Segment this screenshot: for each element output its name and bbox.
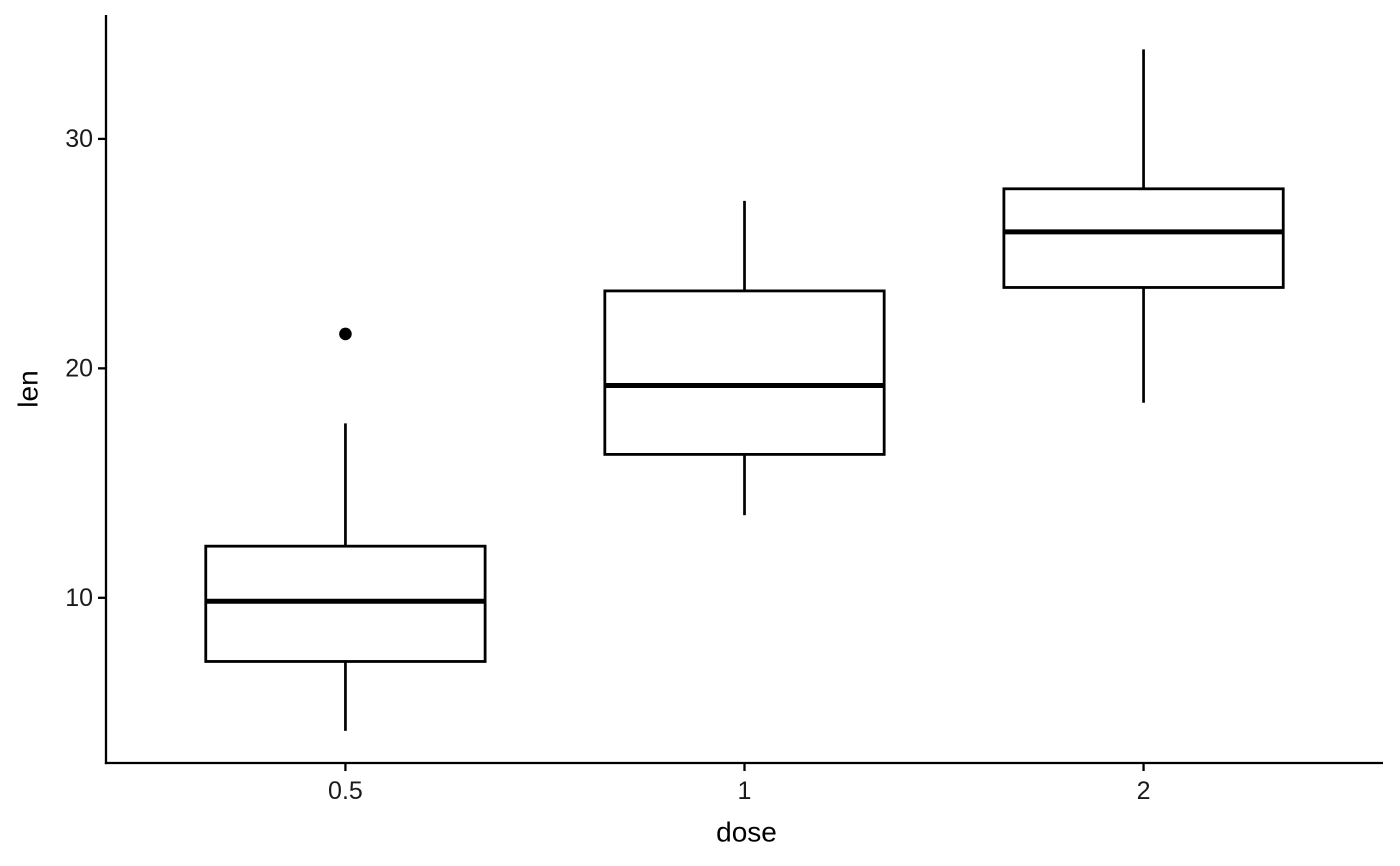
- x-tick-label: 1: [738, 777, 752, 805]
- x-tick-label: 0.5: [328, 777, 363, 805]
- x-axis-title: dose: [716, 817, 777, 848]
- y-tick-label: 30: [65, 125, 93, 153]
- y-axis-title: len: [13, 370, 44, 407]
- x-tick-label: 2: [1137, 777, 1151, 805]
- iqr-box-dose-1: [603, 289, 886, 456]
- y-tick-label: 20: [65, 354, 93, 382]
- outlier-point-dose-0.5: [339, 327, 352, 341]
- y-tick-label: 10: [65, 584, 93, 612]
- iqr-box-dose-2: [1002, 187, 1285, 289]
- iqr-box-dose-0.5: [204, 544, 487, 663]
